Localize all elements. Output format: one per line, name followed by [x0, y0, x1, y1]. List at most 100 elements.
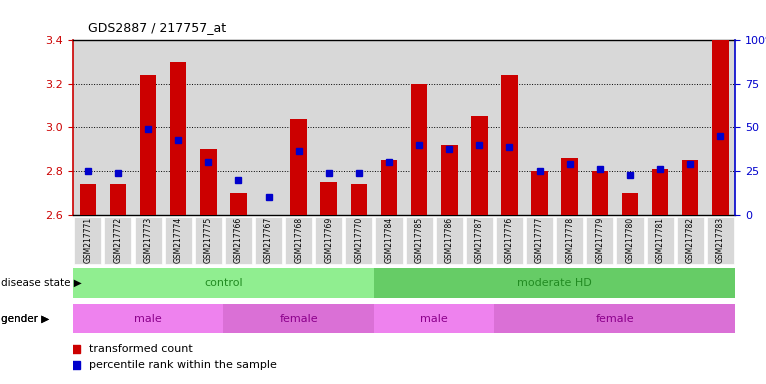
Bar: [170, 62, 186, 215]
Bar: [705, 40, 735, 215]
Text: GSM217771: GSM217771: [83, 217, 93, 263]
Bar: [374, 304, 494, 333]
FancyBboxPatch shape: [405, 217, 433, 265]
Bar: [622, 193, 638, 215]
Text: GSM217777: GSM217777: [535, 217, 544, 263]
FancyBboxPatch shape: [135, 217, 162, 265]
Bar: [110, 184, 126, 215]
Text: gender ▶: gender ▶: [1, 313, 49, 324]
Bar: [73, 268, 374, 298]
Bar: [555, 40, 584, 215]
Bar: [561, 158, 578, 215]
Text: GSM217768: GSM217768: [294, 217, 303, 263]
Bar: [224, 40, 254, 215]
Text: percentile rank within the sample: percentile rank within the sample: [90, 360, 277, 370]
Bar: [374, 268, 735, 298]
Bar: [283, 40, 314, 215]
Text: GSM217774: GSM217774: [174, 217, 182, 263]
Bar: [193, 40, 224, 215]
FancyBboxPatch shape: [707, 217, 734, 265]
Bar: [344, 40, 374, 215]
Text: GSM217781: GSM217781: [656, 217, 665, 263]
Text: GSM217770: GSM217770: [355, 217, 363, 263]
Text: female: female: [596, 313, 634, 324]
Text: male: male: [134, 313, 162, 324]
Bar: [224, 304, 374, 333]
Text: GSM217785: GSM217785: [414, 217, 424, 263]
FancyBboxPatch shape: [526, 217, 553, 265]
FancyBboxPatch shape: [586, 217, 614, 265]
Bar: [290, 119, 307, 215]
FancyBboxPatch shape: [74, 217, 101, 265]
Bar: [411, 84, 427, 215]
Text: GSM217776: GSM217776: [505, 217, 514, 263]
Bar: [200, 149, 217, 215]
FancyBboxPatch shape: [165, 217, 192, 265]
Bar: [351, 184, 367, 215]
Bar: [494, 304, 735, 333]
Bar: [532, 171, 548, 215]
Text: GSM217783: GSM217783: [715, 217, 725, 263]
Text: disease state ▶: disease state ▶: [1, 278, 81, 288]
Bar: [464, 40, 494, 215]
Text: GSM217766: GSM217766: [234, 217, 243, 263]
Text: gender ▶: gender ▶: [1, 313, 49, 324]
Bar: [615, 40, 645, 215]
Text: GSM217780: GSM217780: [626, 217, 634, 263]
Bar: [471, 116, 488, 215]
FancyBboxPatch shape: [436, 217, 463, 265]
Bar: [525, 40, 555, 215]
Bar: [103, 40, 133, 215]
FancyBboxPatch shape: [496, 217, 523, 265]
Text: GDS2887 / 217757_at: GDS2887 / 217757_at: [88, 21, 226, 34]
Bar: [591, 171, 608, 215]
Bar: [320, 182, 337, 215]
FancyBboxPatch shape: [195, 217, 222, 265]
Bar: [584, 40, 615, 215]
Bar: [314, 40, 344, 215]
Bar: [501, 75, 518, 215]
Bar: [404, 40, 434, 215]
FancyBboxPatch shape: [676, 217, 704, 265]
Text: female: female: [280, 313, 318, 324]
Bar: [434, 40, 464, 215]
Bar: [712, 40, 728, 215]
FancyBboxPatch shape: [647, 217, 673, 265]
Bar: [494, 40, 525, 215]
Bar: [230, 193, 247, 215]
Bar: [254, 40, 283, 215]
Text: GSM217772: GSM217772: [113, 217, 123, 263]
Text: moderate HD: moderate HD: [517, 278, 592, 288]
FancyBboxPatch shape: [104, 217, 132, 265]
Bar: [374, 40, 404, 215]
FancyBboxPatch shape: [225, 217, 252, 265]
Text: GSM217779: GSM217779: [595, 217, 604, 263]
Bar: [73, 40, 103, 215]
Bar: [139, 75, 156, 215]
Text: male: male: [421, 313, 448, 324]
Bar: [133, 40, 163, 215]
Text: GSM217786: GSM217786: [445, 217, 453, 263]
FancyBboxPatch shape: [375, 217, 403, 265]
Text: GSM217778: GSM217778: [565, 217, 574, 263]
Bar: [682, 160, 699, 215]
Text: GSM217784: GSM217784: [385, 217, 394, 263]
FancyBboxPatch shape: [255, 217, 282, 265]
FancyBboxPatch shape: [285, 217, 313, 265]
Bar: [381, 160, 398, 215]
Bar: [652, 169, 669, 215]
FancyBboxPatch shape: [466, 217, 493, 265]
Text: GSM217773: GSM217773: [143, 217, 152, 263]
Text: GSM217775: GSM217775: [204, 217, 213, 263]
FancyBboxPatch shape: [316, 217, 342, 265]
Text: control: control: [204, 278, 243, 288]
Bar: [163, 40, 193, 215]
FancyBboxPatch shape: [345, 217, 372, 265]
Text: transformed count: transformed count: [90, 344, 193, 354]
Text: GSM217767: GSM217767: [264, 217, 273, 263]
Bar: [675, 40, 705, 215]
FancyBboxPatch shape: [617, 217, 643, 265]
Bar: [645, 40, 675, 215]
Bar: [73, 304, 224, 333]
Text: GSM217787: GSM217787: [475, 217, 484, 263]
